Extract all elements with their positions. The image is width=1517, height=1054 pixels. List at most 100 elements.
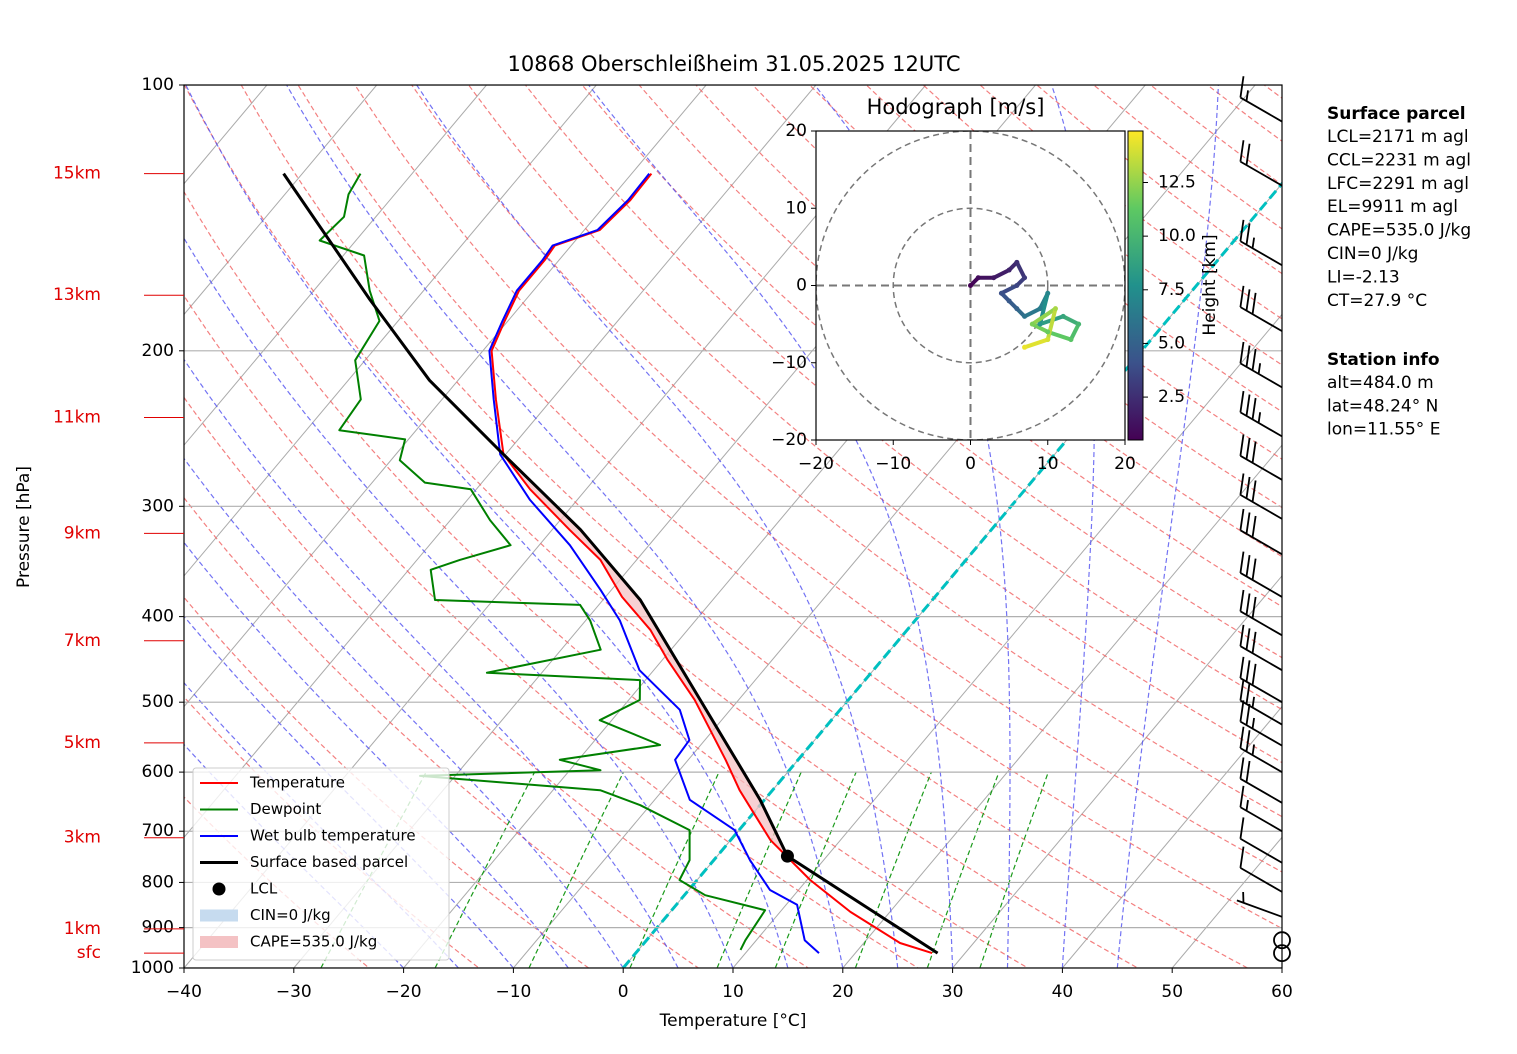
height-label: 5km bbox=[64, 733, 101, 753]
profiles bbox=[282, 172, 939, 955]
dry-adiabat bbox=[184, 596, 590, 968]
x-tick-label: 20 bbox=[832, 982, 854, 1002]
moist-adiabat bbox=[185, 85, 789, 968]
moist-adiabat bbox=[184, 681, 459, 968]
x-tick-label: 30 bbox=[942, 982, 964, 1002]
barb-feather bbox=[1251, 441, 1257, 463]
barb-half bbox=[1251, 696, 1255, 708]
barb-feather bbox=[1251, 292, 1257, 315]
barb-feather bbox=[1251, 480, 1257, 503]
wind-barb bbox=[1239, 341, 1283, 389]
barb-half bbox=[1251, 237, 1255, 249]
legend-swatch bbox=[200, 936, 238, 948]
barb-feather bbox=[1245, 345, 1251, 367]
profile-line bbox=[282, 172, 939, 955]
hodo-x-tick-label: 20 bbox=[1114, 454, 1136, 474]
info-line: CCL=2231 m agl bbox=[1327, 150, 1471, 170]
hodograph-point bbox=[1037, 306, 1043, 312]
wind-barb bbox=[1239, 656, 1283, 703]
cape-area bbox=[503, 454, 788, 857]
colorbar-tick-label: 5.0 bbox=[1158, 333, 1185, 353]
barb-feather bbox=[1239, 785, 1245, 808]
calm-circle bbox=[1273, 931, 1291, 950]
barb-feather bbox=[1245, 730, 1251, 752]
barb-staff bbox=[1239, 494, 1283, 520]
hodo-y-tick-label: 20 bbox=[785, 121, 807, 141]
y-tick-label: 100 bbox=[142, 75, 174, 95]
barb-staff bbox=[1239, 529, 1283, 556]
isotherm bbox=[952, 575, 1282, 968]
barb-feather bbox=[1251, 631, 1257, 654]
barb-feather bbox=[1245, 703, 1251, 726]
legend-label: Temperature bbox=[249, 774, 345, 792]
barb-feather bbox=[1245, 394, 1251, 417]
height-label: 13km bbox=[53, 285, 101, 305]
hodograph-segment bbox=[1045, 306, 1058, 342]
hodograph-segment bbox=[1014, 260, 1027, 280]
barb-feather bbox=[1239, 846, 1245, 869]
legend-label: CIN=0 J/kg bbox=[250, 906, 331, 924]
y-tick-label: 800 bbox=[142, 872, 174, 892]
barb-feather bbox=[1245, 143, 1251, 166]
moist-adiabat bbox=[184, 457, 624, 968]
wind-barb bbox=[1239, 390, 1283, 438]
colorbar-tick-label: 12.5 bbox=[1158, 173, 1196, 193]
wind-barb bbox=[1239, 76, 1283, 123]
barb-feather bbox=[1239, 551, 1245, 574]
dry-adiabat bbox=[695, 85, 1282, 558]
range-ring bbox=[892, 207, 1049, 364]
legend-label: Wet bulb temperature bbox=[250, 827, 416, 845]
height-label: sfc bbox=[77, 943, 101, 963]
barb-feather bbox=[1239, 390, 1245, 413]
hodograph-point bbox=[1029, 321, 1035, 327]
hodograph-point bbox=[998, 290, 1004, 296]
barb-staff bbox=[1239, 306, 1283, 332]
wind-barb bbox=[1239, 726, 1283, 773]
barb-feather bbox=[1245, 660, 1251, 682]
y-tick-label: 400 bbox=[142, 607, 174, 627]
barb-feather bbox=[1251, 397, 1257, 420]
barb-feather bbox=[1239, 624, 1245, 647]
barb-feather bbox=[1239, 817, 1245, 839]
barb-feather bbox=[1239, 473, 1245, 496]
height-label: 3km bbox=[64, 828, 101, 848]
y-tick-label: 200 bbox=[142, 341, 174, 361]
hodograph-segment bbox=[1030, 306, 1058, 327]
barb-feather bbox=[1251, 515, 1257, 538]
dry-adiabat bbox=[240, 85, 1249, 968]
x-tick-label: −10 bbox=[495, 982, 531, 1002]
hodograph-point bbox=[1006, 267, 1012, 273]
legend-swatch bbox=[212, 882, 226, 896]
moist-adiabat bbox=[416, 85, 899, 968]
moist-adiabat bbox=[184, 541, 569, 968]
height-label: 9km bbox=[64, 523, 101, 543]
x-tick-label: 40 bbox=[1052, 982, 1074, 1002]
barb-feather bbox=[1239, 285, 1245, 308]
isotherm bbox=[1281, 967, 1282, 968]
barb-feather bbox=[1245, 760, 1251, 783]
y-tick-label: 500 bbox=[142, 692, 174, 712]
barb-staff bbox=[1239, 610, 1283, 637]
barb-staff bbox=[1239, 411, 1283, 438]
barb-half bbox=[1245, 90, 1249, 102]
barb-staff bbox=[1239, 867, 1283, 893]
wind-barb bbox=[1239, 140, 1283, 187]
info-line: CIN=0 J/kg bbox=[1327, 244, 1418, 264]
x-tick-label: −20 bbox=[386, 982, 422, 1002]
barb-feather bbox=[1239, 76, 1245, 98]
y-tick-label: 300 bbox=[142, 496, 174, 516]
barb-feather bbox=[1245, 628, 1251, 650]
wind-barb bbox=[1239, 700, 1283, 747]
moist-adiabat bbox=[184, 615, 514, 968]
barb-staff bbox=[1239, 240, 1283, 267]
hodograph-segment bbox=[999, 283, 1019, 296]
info-line: lat=48.24° N bbox=[1327, 396, 1438, 416]
moist-adiabat bbox=[184, 358, 679, 968]
barb-staff bbox=[1239, 572, 1283, 598]
hodograph-segment bbox=[1045, 329, 1073, 342]
barb-feather bbox=[1239, 656, 1245, 679]
dry-adiabat bbox=[184, 190, 1029, 968]
mixing-ratio-line bbox=[774, 771, 857, 968]
